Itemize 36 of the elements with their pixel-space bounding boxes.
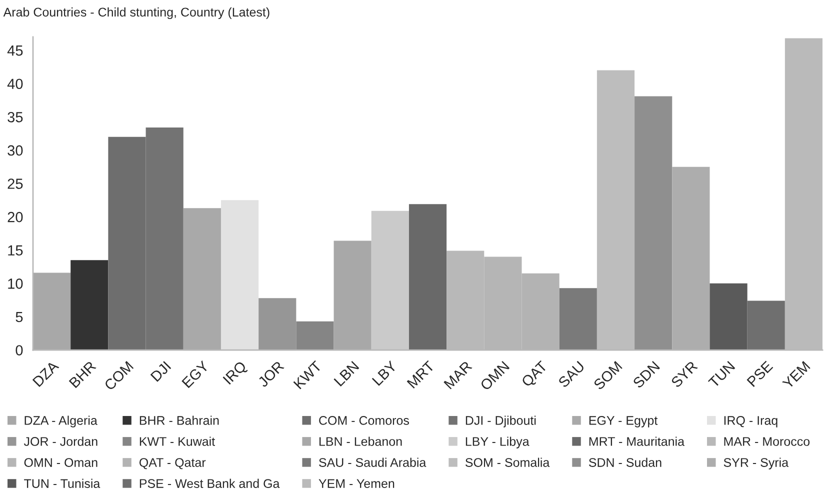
- chart-title: Arab Countries - Child stunting, Country (Latest): [3, 7, 270, 20]
- x-tick-label: IRQ: [222, 360, 249, 387]
- legend-label: PSE - West Bank and Ga: [140, 478, 280, 488]
- legend-label: BHR - Bahrain: [140, 416, 219, 425]
- y-tick-label: 20: [8, 212, 23, 222]
- legend-label: SAU - Saudi Arabia: [319, 458, 426, 467]
- legend-label: LBN - Lebanon: [319, 436, 402, 446]
- legend-label: LBY - Libya: [466, 436, 530, 448]
- legend-label: SYR - Syria: [724, 458, 789, 470]
- legend-label: YEM - Yemen: [318, 479, 394, 488]
- legend-label: KWT - Kuwait: [140, 436, 215, 446]
- y-tick-label: 45: [7, 46, 23, 56]
- y-tick-label: 30: [8, 145, 23, 156]
- y-tick-label: 5: [16, 312, 23, 322]
- legend-label: TUN - Tunisia: [24, 478, 100, 488]
- legend-label: EGY - Egypt: [589, 416, 658, 428]
- y-tick-label: 40: [7, 78, 23, 90]
- y-tick-label: 15: [8, 245, 23, 256]
- x-tick-label: TUN: [708, 360, 736, 388]
- legend-label: DZA - Algeria: [24, 416, 98, 428]
- legend-label: MRT - Mauritania: [589, 436, 685, 446]
- y-tick-label: 25: [8, 178, 23, 189]
- legend-label: SDN - Sudan: [588, 458, 662, 467]
- legend-label: DJI - Djibouti: [466, 416, 536, 428]
- x-tick-label: DZA: [32, 360, 60, 388]
- legend-label: OMN - Oman: [24, 458, 98, 467]
- legend-label: QAT - Qatar: [139, 458, 206, 470]
- legend-label: JOR - Jordan: [24, 436, 98, 446]
- y-tick-label: 35: [8, 112, 23, 122]
- legend-label: SOM - Somalia: [465, 458, 550, 467]
- y-tick-label: 0: [16, 345, 23, 356]
- x-tick-label: DJI: [150, 361, 172, 382]
- legend-label: IRQ - Iraq: [724, 416, 778, 428]
- y-tick-label: 10: [8, 278, 23, 289]
- legend-label: COM - Comoros: [319, 416, 409, 425]
- legend-label: MAR - Morocco: [724, 437, 810, 446]
